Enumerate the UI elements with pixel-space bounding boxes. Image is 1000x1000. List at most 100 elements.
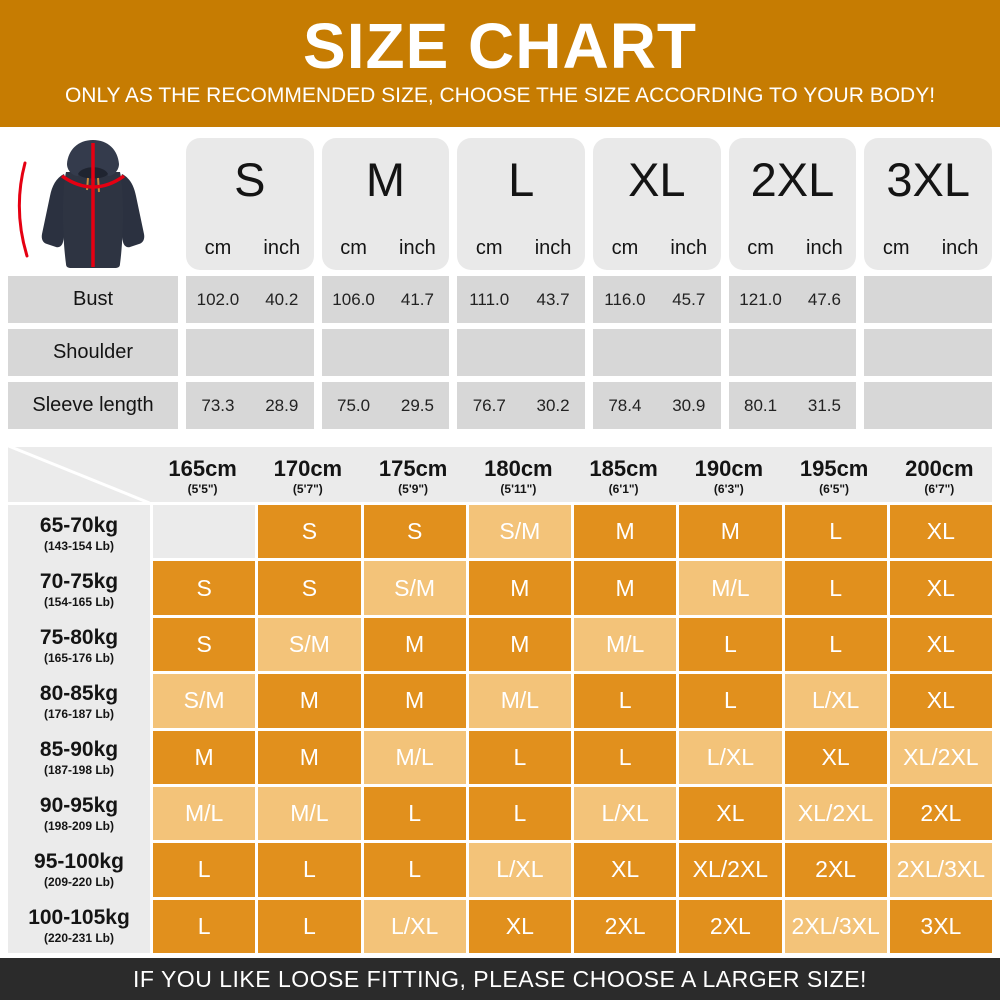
measurement-value-cell: 116.0 45.7 <box>592 276 721 323</box>
weight-lb: (176-187 Lb) <box>43 706 115 721</box>
weight-lb: (143-154 Lb) <box>43 538 115 553</box>
measurement-value-cell <box>728 329 857 376</box>
page-subtitle: ONLY AS THE RECOMMENDED SIZE, CHOOSE THE… <box>64 84 936 108</box>
fit-cell: XL <box>889 674 992 728</box>
inch-value: 29.5 <box>400 395 434 415</box>
fit-cell: 3XL <box>889 899 992 953</box>
unit-label: inch <box>941 237 979 259</box>
fit-cell: 2XL <box>574 899 677 953</box>
size-column-header: 2XL cm inch <box>728 138 857 270</box>
height-ft: (6'1") <box>608 481 639 496</box>
height-cm: 170cm <box>273 455 343 481</box>
fit-cell: L <box>574 730 677 784</box>
fit-cell: L/XL <box>574 786 677 841</box>
measurement-row-label: Shoulder <box>8 329 178 376</box>
height-ft: (5'5") <box>187 481 218 496</box>
fit-cell: M <box>574 505 677 559</box>
cm-value: 106.0 <box>332 289 375 309</box>
height-cm: 195cm <box>799 455 869 481</box>
page-title: SIZE CHART <box>303 10 697 82</box>
cm-value: 116.0 <box>604 289 646 309</box>
weight-lb: (154-165 Lb) <box>43 594 115 609</box>
weight-row-label: 95-100kg (209-220 Lb) <box>8 841 150 897</box>
fit-cell <box>153 505 256 559</box>
header-banner: SIZE CHART ONLY AS THE RECOMMENDED SIZE,… <box>0 0 1000 127</box>
cm-value: 73.3 <box>201 395 235 415</box>
inch-value: 31.5 <box>807 395 841 415</box>
unit-row: cm inch <box>864 237 992 260</box>
fit-cell: L <box>363 786 466 841</box>
inch-value: 30.9 <box>672 395 706 415</box>
weight-row-label: 100-105kg (220-231 Lb) <box>8 897 150 953</box>
unit-label: cm <box>340 237 367 259</box>
measurement-value-cell <box>864 382 992 429</box>
inch-value: 47.6 <box>807 289 841 309</box>
height-ft: (5'7") <box>292 481 323 496</box>
fit-cell: L <box>153 843 256 897</box>
fit-cell: L <box>784 617 887 672</box>
fit-cell: XL <box>889 505 992 559</box>
corner-diagonal-line <box>8 447 150 502</box>
weight-row-label: 65-70kg (143-154 Lb) <box>8 505 150 561</box>
height-cm: 175cm <box>378 455 448 481</box>
measurement-row-label: Sleeve length <box>8 382 178 429</box>
fit-cell: XL <box>889 617 992 672</box>
measurement-value-cell: 78.4 30.9 <box>592 382 721 429</box>
fit-cell: XL <box>679 786 782 841</box>
fit-cell: S <box>363 505 466 559</box>
fit-cell: M/L <box>574 617 677 672</box>
fit-cell: M <box>574 561 677 615</box>
measurement-value-cell <box>186 329 314 376</box>
footer-banner: IF YOU LIKE LOOSE FITTING, PLEASE CHOOSE… <box>0 958 1000 1000</box>
cm-value: 121.0 <box>739 289 782 309</box>
fit-cell: M/L <box>363 730 466 784</box>
height-header-cells: 165cm (5'5") 170cm (5'7") 175cm (5'9") 180cm (5… <box>150 447 992 502</box>
fit-cell: L <box>574 674 677 728</box>
footer-text: IF YOU LIKE LOOSE FITTING, PLEASE CHOOSE… <box>133 965 867 992</box>
unit-label: cm <box>475 237 503 259</box>
fit-cell: L <box>679 617 782 672</box>
height-column-header: 175cm (5'9") <box>361 447 466 502</box>
size-label: L <box>508 153 535 206</box>
weight-lb: (198-209 Lb) <box>43 818 115 833</box>
inch-value: 30.2 <box>536 395 570 415</box>
weight-row-label: 75-80kg (165-176 Lb) <box>8 617 150 673</box>
unit-row: cm inch <box>186 237 314 260</box>
unit-row: cm inch <box>729 237 857 260</box>
fit-cell: XL <box>574 843 677 897</box>
measurement-value-cell <box>864 276 992 323</box>
cm-value: 102.0 <box>196 289 240 309</box>
fit-cell: L/XL <box>679 730 782 784</box>
inch-value: 40.2 <box>265 289 299 309</box>
fit-cell: XL/2XL <box>679 843 782 897</box>
weight-row-label: 70-75kg (154-165 Lb) <box>8 561 150 617</box>
height-cm: 165cm <box>168 455 237 481</box>
fit-cell: M <box>468 561 571 615</box>
inch-value: 41.7 <box>400 289 434 309</box>
weight-kg: 90-95kg <box>39 793 119 817</box>
fit-cell: S/M <box>363 561 466 615</box>
unit-label: inch <box>534 237 572 259</box>
size-label: S <box>234 153 266 206</box>
fit-cell: XL <box>468 899 571 953</box>
fit-cell: L <box>784 561 887 615</box>
fit-cell: M/L <box>679 561 782 615</box>
fit-cell: 2XL <box>889 786 992 841</box>
height-column-header: 200cm (6'7") <box>887 447 992 502</box>
measurement-value-cell: 80.1 31.5 <box>728 382 857 429</box>
height-column-header: 185cm (6'1") <box>571 447 676 502</box>
weight-kg: 95-100kg <box>34 849 124 873</box>
inch-value: 43.7 <box>536 289 570 309</box>
weight-kg: 80-85kg <box>39 681 119 705</box>
measurement-value-cell: 106.0 41.7 <box>321 276 450 323</box>
weight-kg: 65-70kg <box>39 513 119 537</box>
unit-label: inch <box>806 237 843 259</box>
fit-cell: M/L <box>258 786 361 841</box>
weight-kg: 70-75kg <box>39 569 119 593</box>
height-column-header: 165cm (5'5") <box>150 447 255 502</box>
measurement-row-label: Bust <box>8 276 178 323</box>
